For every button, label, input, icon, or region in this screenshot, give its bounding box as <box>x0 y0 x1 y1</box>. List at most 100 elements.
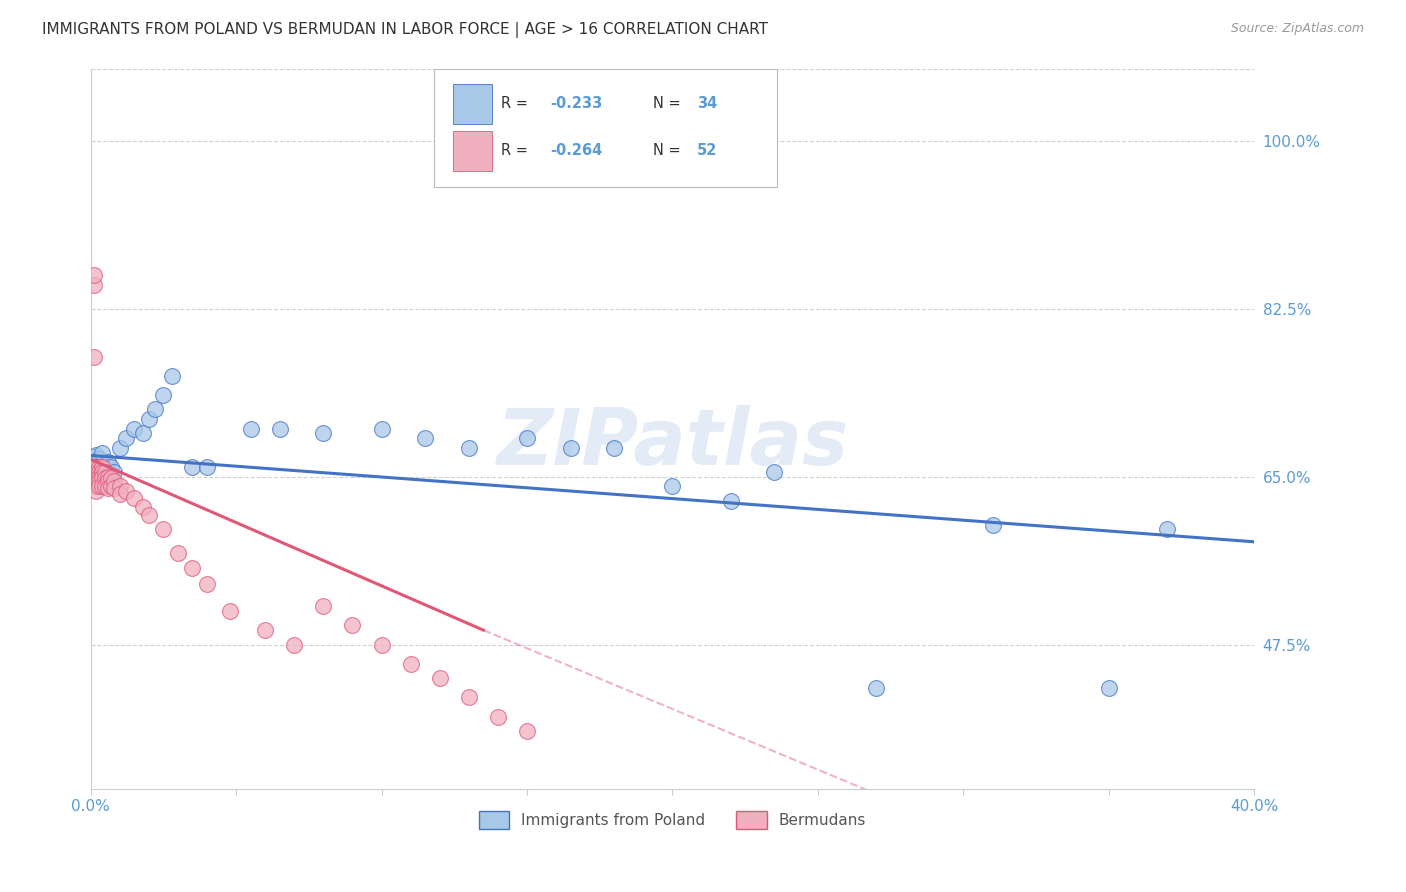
Point <box>83 469 105 483</box>
Text: N =: N = <box>652 96 685 112</box>
Point <box>86 459 108 474</box>
Legend: Immigrants from Poland, Bermudans: Immigrants from Poland, Bermudans <box>472 805 872 835</box>
Point <box>560 441 582 455</box>
FancyBboxPatch shape <box>453 130 492 171</box>
Point <box>143 402 166 417</box>
Text: R =: R = <box>502 96 533 112</box>
Point <box>195 459 218 474</box>
Point <box>181 459 204 474</box>
Point <box>457 690 479 705</box>
Point <box>83 277 105 292</box>
Point <box>103 465 125 479</box>
Point <box>86 449 108 463</box>
Point <box>457 441 479 455</box>
Point <box>103 481 125 495</box>
Point <box>94 471 117 485</box>
FancyBboxPatch shape <box>434 69 778 187</box>
Point <box>370 421 392 435</box>
Point <box>152 522 174 536</box>
Point <box>269 421 291 435</box>
Point <box>114 431 136 445</box>
Point <box>86 483 108 498</box>
Point <box>516 723 538 738</box>
Point <box>94 465 117 479</box>
Point <box>160 368 183 383</box>
Point <box>312 426 335 441</box>
Point <box>89 452 111 467</box>
Text: 52: 52 <box>697 144 717 159</box>
Point <box>97 481 120 495</box>
Point <box>132 500 155 515</box>
Point <box>100 471 122 485</box>
Text: -0.264: -0.264 <box>550 144 603 159</box>
Text: 34: 34 <box>697 96 717 112</box>
Text: -0.233: -0.233 <box>550 96 603 112</box>
Point <box>97 455 120 469</box>
Point <box>83 350 105 364</box>
Point <box>89 475 111 489</box>
Point <box>399 657 422 671</box>
FancyBboxPatch shape <box>453 84 492 124</box>
Point <box>239 421 262 435</box>
Point <box>100 459 122 474</box>
Point <box>108 487 131 501</box>
Point <box>108 441 131 455</box>
Text: N =: N = <box>652 144 685 159</box>
Point <box>138 412 160 426</box>
Point <box>89 469 111 483</box>
Point <box>486 709 509 723</box>
Point <box>89 459 111 474</box>
Point <box>94 459 117 474</box>
Text: IMMIGRANTS FROM POLAND VS BERMUDAN IN LABOR FORCE | AGE > 16 CORRELATION CHART: IMMIGRANTS FROM POLAND VS BERMUDAN IN LA… <box>42 22 768 38</box>
Point <box>89 465 111 479</box>
Point <box>167 546 190 560</box>
Point <box>86 465 108 479</box>
Point <box>720 493 742 508</box>
Point <box>91 469 114 483</box>
Point <box>865 681 887 695</box>
Text: R =: R = <box>502 144 533 159</box>
Point <box>661 479 683 493</box>
Point <box>100 479 122 493</box>
Point <box>114 483 136 498</box>
Point <box>763 465 786 479</box>
Point <box>86 479 108 493</box>
Point <box>516 431 538 445</box>
Point <box>91 479 114 493</box>
Point <box>108 479 131 493</box>
Text: Source: ZipAtlas.com: Source: ZipAtlas.com <box>1230 22 1364 36</box>
Point <box>122 491 145 505</box>
Point <box>91 465 114 479</box>
Point <box>312 599 335 614</box>
Point <box>181 560 204 574</box>
Point <box>152 388 174 402</box>
Point <box>283 638 305 652</box>
Point <box>122 421 145 435</box>
Point <box>91 459 114 474</box>
Point <box>413 431 436 445</box>
Point <box>1098 681 1121 695</box>
Point <box>342 618 364 632</box>
Point <box>429 671 451 685</box>
Point <box>89 479 111 493</box>
Point <box>370 638 392 652</box>
Point <box>97 475 120 489</box>
Point <box>1156 522 1178 536</box>
Point <box>83 268 105 282</box>
Point <box>86 471 108 485</box>
Point <box>103 475 125 489</box>
Point <box>132 426 155 441</box>
Point <box>97 469 120 483</box>
Point <box>86 475 108 489</box>
Point <box>94 479 117 493</box>
Point <box>195 577 218 591</box>
Point <box>138 508 160 522</box>
Point <box>603 441 626 455</box>
Text: ZIPatlas: ZIPatlas <box>496 405 849 481</box>
Point <box>254 623 277 637</box>
Point <box>981 517 1004 532</box>
Point <box>219 604 242 618</box>
Point <box>83 459 105 474</box>
Point <box>83 450 105 465</box>
Point <box>91 445 114 459</box>
